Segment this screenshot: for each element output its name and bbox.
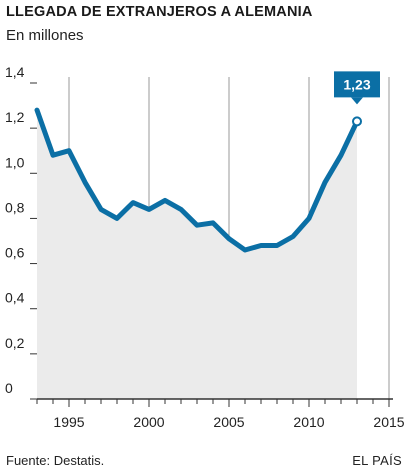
- y-tick-label: 1,2: [5, 109, 25, 125]
- area-fill: [37, 110, 357, 399]
- y-tick-label: 0,4: [5, 290, 25, 306]
- y-tick-label: 0,6: [5, 245, 25, 261]
- source-note: Fuente: Destatis.: [6, 453, 105, 468]
- y-tick-label: 0,8: [5, 199, 25, 215]
- end-point-marker: [352, 116, 362, 127]
- x-tick-label: 2005: [213, 414, 244, 430]
- x-axis: [36, 398, 393, 407]
- chart-subtitle: En millones: [6, 27, 84, 44]
- x-axis-ticks: 1995 2000 2005 2010 2015: [53, 414, 404, 430]
- x-tick-label: 2010: [293, 414, 324, 430]
- callout-pointer: [351, 97, 363, 105]
- x-tick-label: 2015: [373, 414, 404, 430]
- callout-box: [334, 71, 380, 98]
- y-axis-ticks: 0 0,2 0,4 0,6 0,8 1,0 1,2 1,4: [5, 64, 37, 400]
- callout-label: 1,23: [343, 76, 370, 92]
- y-tick-label: 1,0: [5, 154, 25, 170]
- value-callout: 1,23: [334, 71, 380, 105]
- y-tick-label: 0,2: [5, 335, 25, 351]
- publisher-credit: EL PAÍS: [352, 453, 402, 468]
- chart-title: LLEGADA DE EXTRANJEROS A ALEMANIA: [6, 4, 313, 20]
- x-tick-label: 1995: [53, 414, 84, 430]
- y-tick-label: 1,4: [5, 64, 25, 80]
- x-tick-label: 2000: [133, 414, 164, 430]
- y-tick-label: 0: [5, 380, 13, 396]
- series-line: [34, 107, 360, 253]
